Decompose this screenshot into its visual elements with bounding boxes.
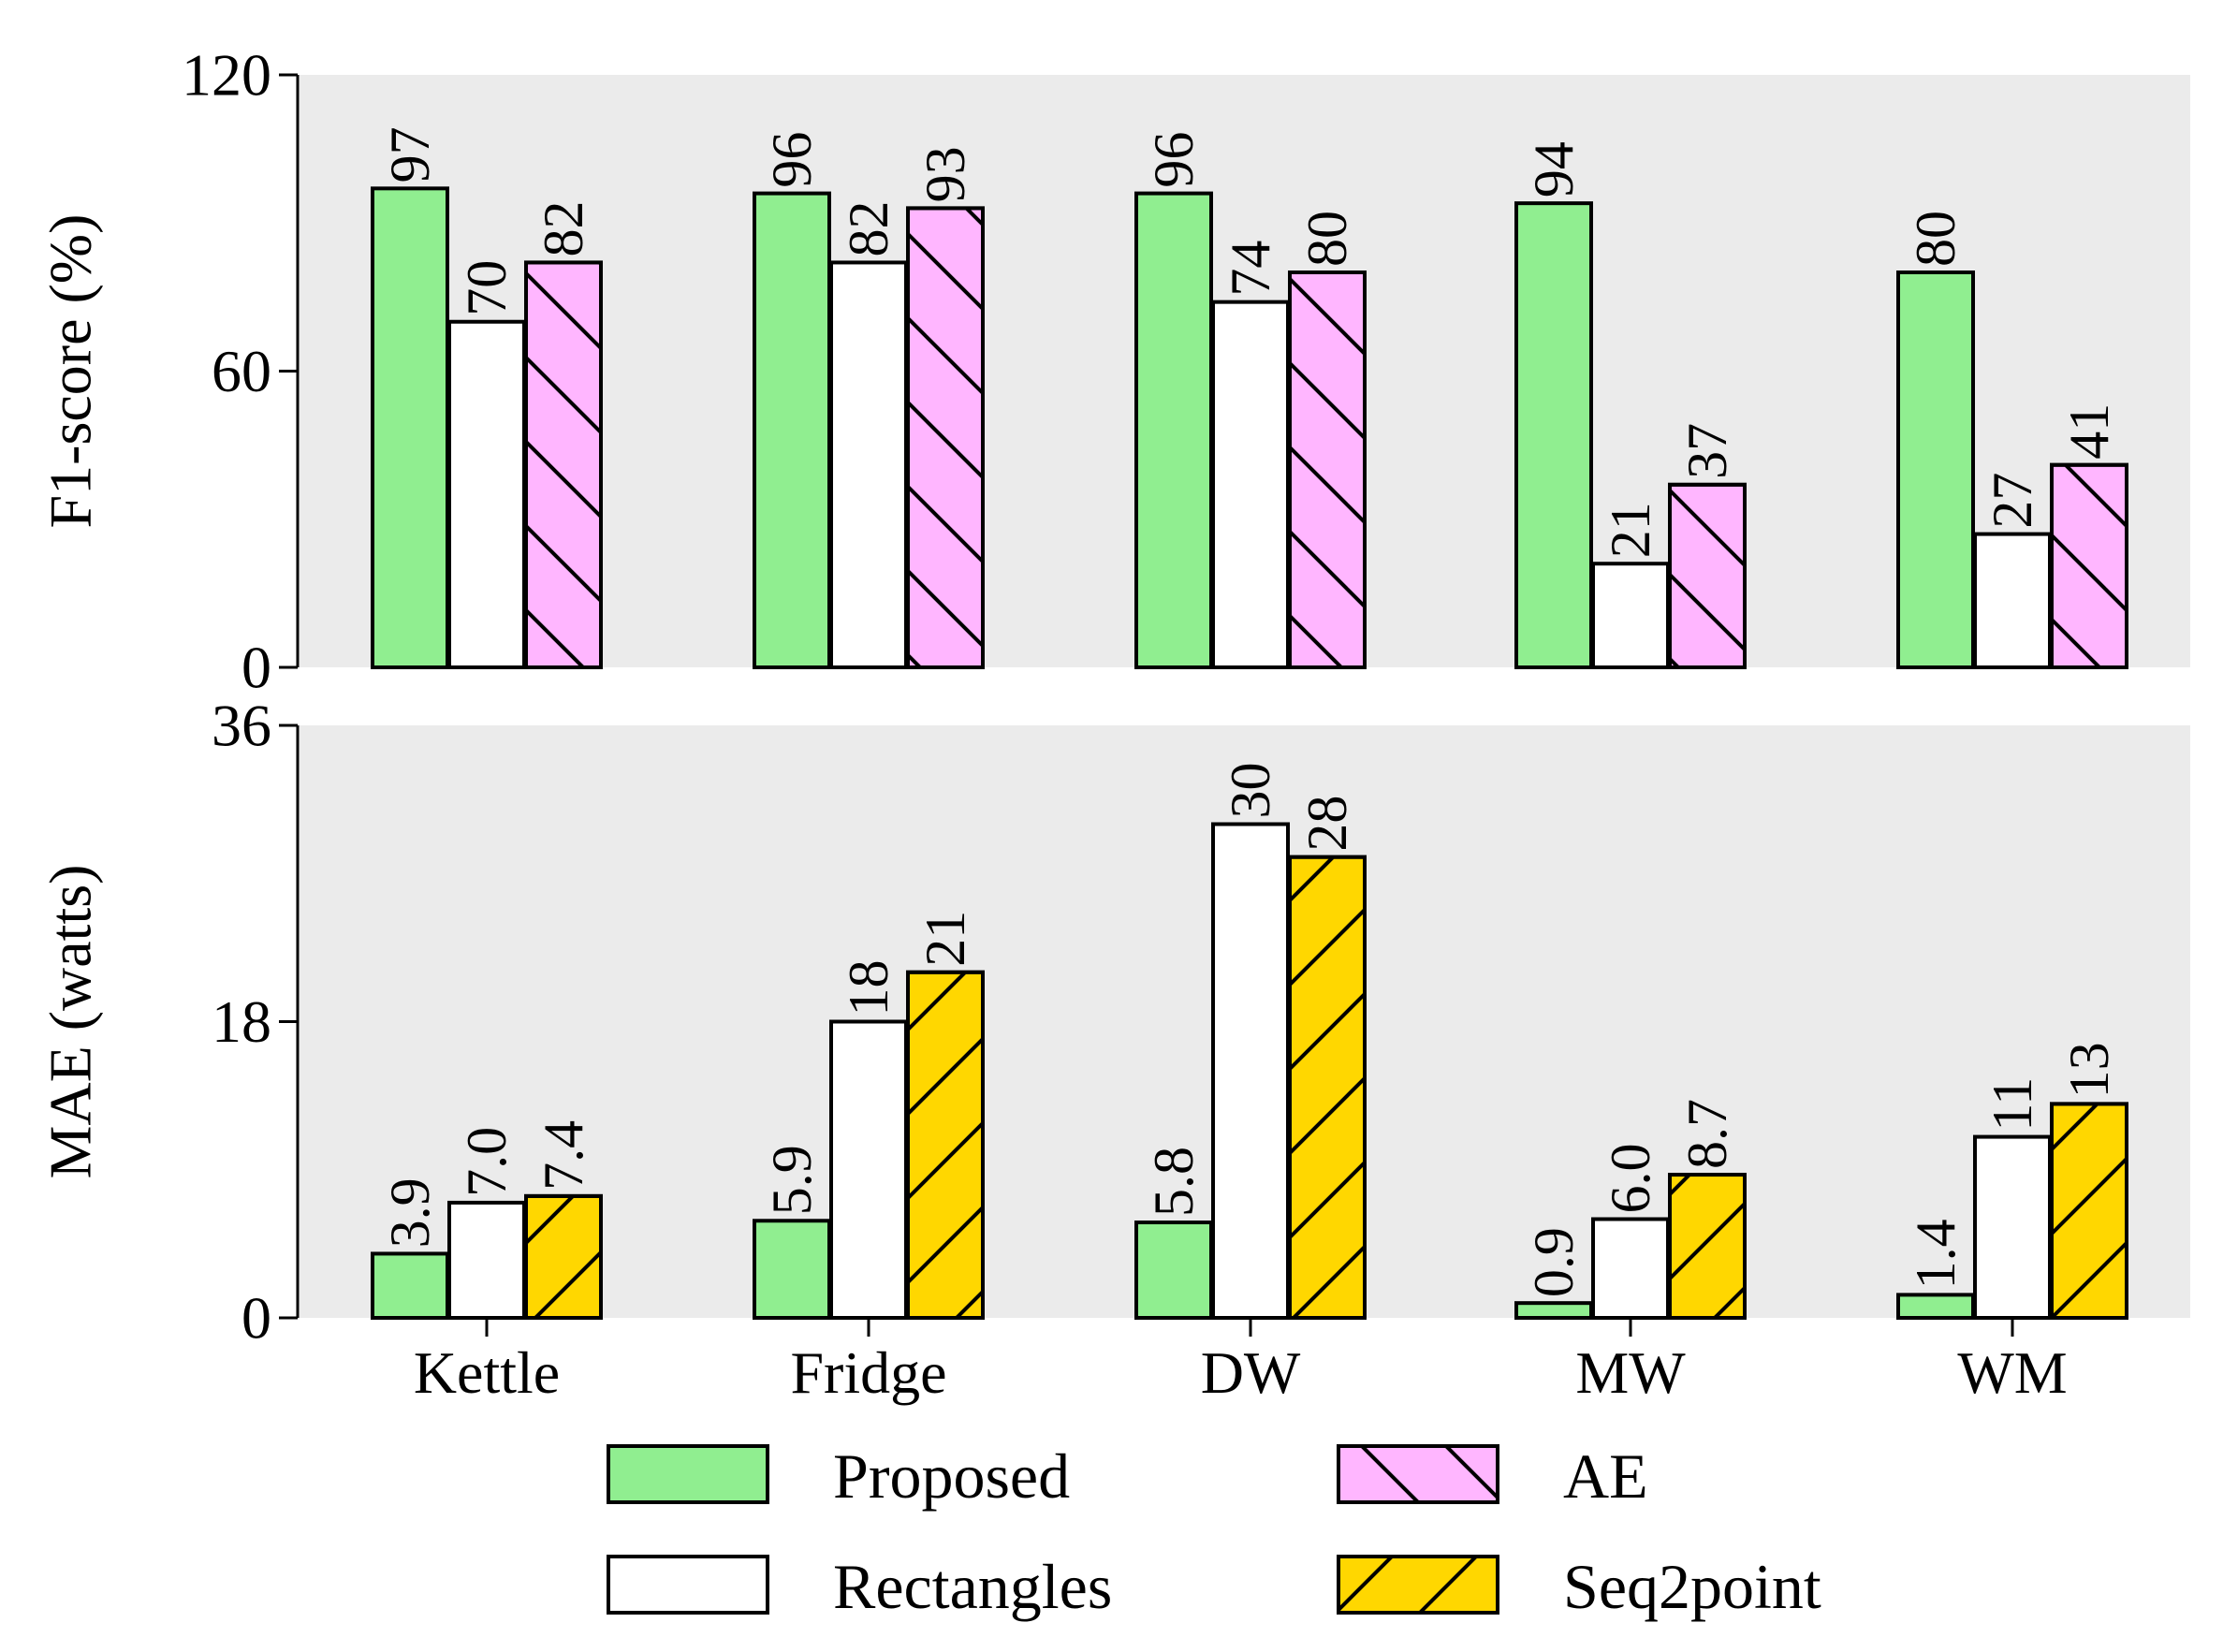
legend-swatch-rectangles (607, 1555, 769, 1615)
legend-label-ae: AE (1563, 1440, 1648, 1512)
legend-item-proposed: Proposed (607, 1440, 1070, 1512)
x-tick-label-wm: WM (1957, 1339, 2067, 1406)
bar-label-mae-rectangles-wm: 11 (1982, 1077, 2043, 1132)
y-tick-label-mae-0: 0 (241, 1285, 271, 1352)
bar-mae-proposed-mw (1514, 1301, 1593, 1321)
bar-f1-ae-fridge-hatch (906, 206, 985, 670)
bar-label-mae-seq2point-fridge: 21 (914, 911, 976, 967)
x-tick-label-kettle: Kettle (414, 1339, 560, 1406)
bar-f1-rectangles-fridge (829, 260, 908, 669)
bar-label-f1-rectangles-dw: 74 (1220, 241, 1281, 297)
x-tick-label-mw: MW (1575, 1339, 1686, 1406)
bar-label-mae-seq2point-mw: 8.7 (1676, 1099, 1738, 1169)
bar-label-f1-proposed-wm: 80 (1905, 211, 1967, 267)
bar-label-f1-ae-fridge: 93 (914, 146, 976, 202)
bar-f1-rectangles-wm (1973, 532, 2052, 670)
bar-label-mae-proposed-wm: 1.4 (1905, 1219, 1967, 1289)
x-tick-label-dw: DW (1201, 1339, 1301, 1406)
legend-label-seq2point: Seq2point (1563, 1551, 1821, 1622)
legend-label-rectangles: Rectangles (833, 1551, 1112, 1622)
legend-swatch-hatch-ae (1337, 1444, 1499, 1504)
bar-mae-proposed-kettle (371, 1251, 449, 1321)
y-axis-title-f1: F1-score (%) (37, 214, 104, 529)
bar-label-mae-proposed-fridge: 5.9 (761, 1145, 823, 1215)
x-tick-label-fridge: Fridge (790, 1339, 946, 1406)
bar-mae-seq2point-wm-hatch (2050, 1102, 2128, 1320)
chart-panels: 0 60 120 F1-score (%) 97 96 96 94 80 70 82 74 21 27 82… (37, 42, 2190, 1406)
legend-item-ae: AE (1337, 1440, 1648, 1512)
bar-label-f1-rectangles-mw: 21 (1600, 502, 1661, 558)
bar-label-mae-seq2point-kettle: 7.4 (533, 1120, 594, 1191)
bar-mae-seq2point-mw-hatch (1668, 1173, 1747, 1321)
y-tick-label-f1-120: 120 (182, 42, 271, 109)
bar-label-f1-proposed-fridge: 96 (761, 132, 823, 188)
y-tick-label-f1-60: 60 (212, 338, 271, 404)
y-tick-label-mae-18: 18 (212, 988, 271, 1055)
legend-swatch-hatch-seq2point (1337, 1555, 1499, 1615)
bar-f1-proposed-fridge (753, 191, 831, 669)
y-tick-label-f1-0: 0 (241, 635, 271, 701)
bar-label-f1-proposed-mw: 94 (1523, 141, 1585, 197)
bar-label-mae-proposed-mw: 0.9 (1523, 1227, 1585, 1297)
bar-mae-seq2point-fridge-hatch (906, 970, 985, 1320)
bar-label-f1-ae-wm: 41 (2058, 403, 2120, 460)
bar-label-f1-rectangles-kettle: 70 (456, 260, 518, 316)
bar-f1-ae-wm-hatch (2050, 462, 2128, 669)
bar-label-mae-rectangles-mw: 6.0 (1600, 1144, 1661, 1214)
legend-label-proposed: Proposed (833, 1440, 1070, 1512)
bar-label-f1-rectangles-wm: 27 (1982, 473, 2043, 529)
bar-f1-proposed-wm (1896, 270, 1975, 669)
legend-swatch-proposed (607, 1444, 769, 1504)
bar-label-mae-rectangles-kettle: 7.0 (456, 1127, 518, 1197)
bar-label-mae-rectangles-fridge: 18 (838, 960, 899, 1016)
panel-f1: 0 60 120 F1-score (%) 97 96 96 94 80 70 82 74 21 27 82… (37, 42, 2190, 701)
bar-f1-ae-kettle-hatch (524, 260, 603, 669)
bar-label-f1-proposed-dw: 96 (1143, 132, 1205, 188)
bar-label-mae-proposed-dw: 5.8 (1143, 1147, 1205, 1217)
legend-item-seq2point: Seq2point (1337, 1551, 1821, 1622)
bar-f1-proposed-dw (1134, 191, 1213, 669)
bar-f1-rectangles-mw (1591, 562, 1670, 669)
legend-item-rectangles: Rectangles (607, 1551, 1112, 1622)
bar-f1-proposed-mw (1514, 201, 1593, 669)
bar-mae-rectangles-kettle (447, 1200, 526, 1320)
bar-mae-rectangles-fridge (829, 1019, 908, 1320)
panel-mae: 0 18 36 MAE (watts) 3.9 5.9 5.8 0.9 1.4 7.0 18 30 6.… (37, 693, 2190, 1406)
bar-f1-ae-mw-hatch (1668, 482, 1747, 670)
bar-mae-seq2point-dw-hatch (1288, 855, 1367, 1321)
bar-label-mae-seq2point-wm: 13 (2058, 1042, 2120, 1098)
bar-label-f1-rectangles-fridge: 82 (838, 200, 899, 256)
legend: Proposed AE Rectangles Seq2point (607, 1440, 1821, 1622)
bar-mae-rectangles-mw (1591, 1217, 1670, 1320)
bar-label-mae-seq2point-dw: 28 (1296, 796, 1358, 852)
bar-mae-proposed-fridge (753, 1219, 831, 1320)
bar-f1-ae-dw-hatch (1288, 270, 1367, 669)
y-tick-label-mae-36: 36 (212, 693, 271, 759)
bar-label-mae-proposed-kettle: 3.9 (379, 1177, 441, 1248)
bar-label-f1-ae-kettle: 82 (533, 200, 594, 256)
bar-label-f1-ae-mw: 37 (1676, 423, 1738, 479)
bar-label-f1-proposed-kettle: 97 (379, 126, 441, 183)
bar-mae-seq2point-kettle-hatch (524, 1193, 603, 1320)
bar-mae-rectangles-wm (1973, 1134, 2052, 1321)
bar-f1-rectangles-kettle (447, 319, 526, 669)
bar-mae-proposed-wm (1896, 1293, 1975, 1320)
bar-f1-proposed-kettle (371, 186, 449, 669)
bar-label-f1-ae-dw: 80 (1296, 211, 1358, 267)
bar-mae-proposed-dw (1134, 1221, 1213, 1321)
y-axis-title-mae: MAE (watts) (37, 865, 104, 1179)
bar-f1-rectangles-dw (1211, 300, 1290, 669)
bar-mae-rectangles-dw (1211, 822, 1290, 1320)
bar-label-mae-rectangles-dw: 30 (1220, 763, 1281, 819)
